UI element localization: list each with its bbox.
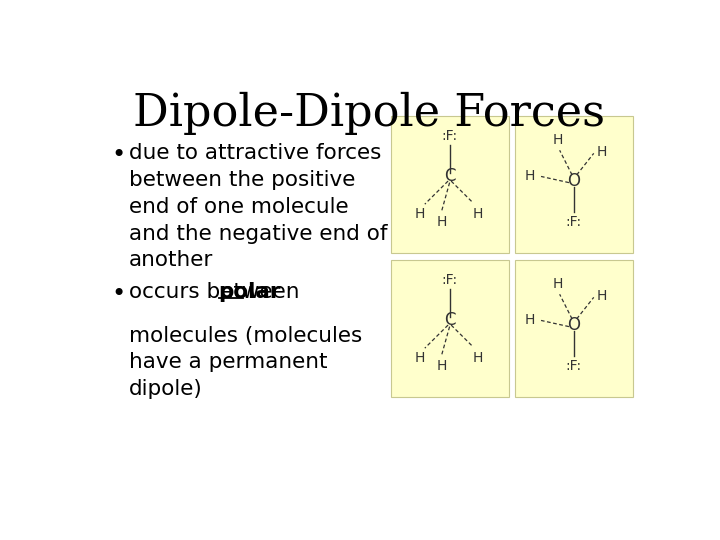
Text: H: H	[472, 351, 482, 365]
Bar	[391, 260, 508, 397]
Text: H: H	[524, 170, 535, 184]
Text: H: H	[415, 207, 426, 221]
Text: C: C	[444, 312, 455, 329]
Text: •: •	[112, 143, 126, 167]
Text: H: H	[524, 313, 535, 327]
Bar	[391, 117, 508, 253]
Text: :F:: :F:	[441, 129, 458, 143]
Text: H: H	[436, 215, 447, 229]
Text: due to attractive forces
between the positive
end of one molecule
and the negati: due to attractive forces between the pos…	[129, 143, 387, 270]
Text: O: O	[567, 172, 580, 190]
Bar	[515, 260, 632, 397]
Text: Dipole-Dipole Forces: Dipole-Dipole Forces	[133, 92, 605, 135]
Text: H: H	[415, 351, 426, 365]
Text: polar: polar	[219, 282, 281, 302]
Text: H: H	[597, 145, 607, 159]
Bar	[515, 117, 632, 253]
Text: occurs between: occurs between	[129, 282, 313, 302]
Text: H: H	[436, 359, 447, 373]
Text: H: H	[553, 133, 563, 147]
Text: •: •	[112, 282, 126, 306]
Text: H: H	[553, 277, 563, 291]
Text: H: H	[472, 207, 482, 221]
Text: C: C	[444, 167, 455, 185]
Text: :F:: :F:	[565, 359, 582, 373]
Text: molecules (molecules
have a permanent
dipole): molecules (molecules have a permanent di…	[129, 299, 362, 399]
Text: H: H	[597, 289, 607, 303]
Text: :F:: :F:	[441, 273, 458, 287]
Text: O: O	[567, 316, 580, 334]
Text: :F:: :F:	[565, 215, 582, 229]
